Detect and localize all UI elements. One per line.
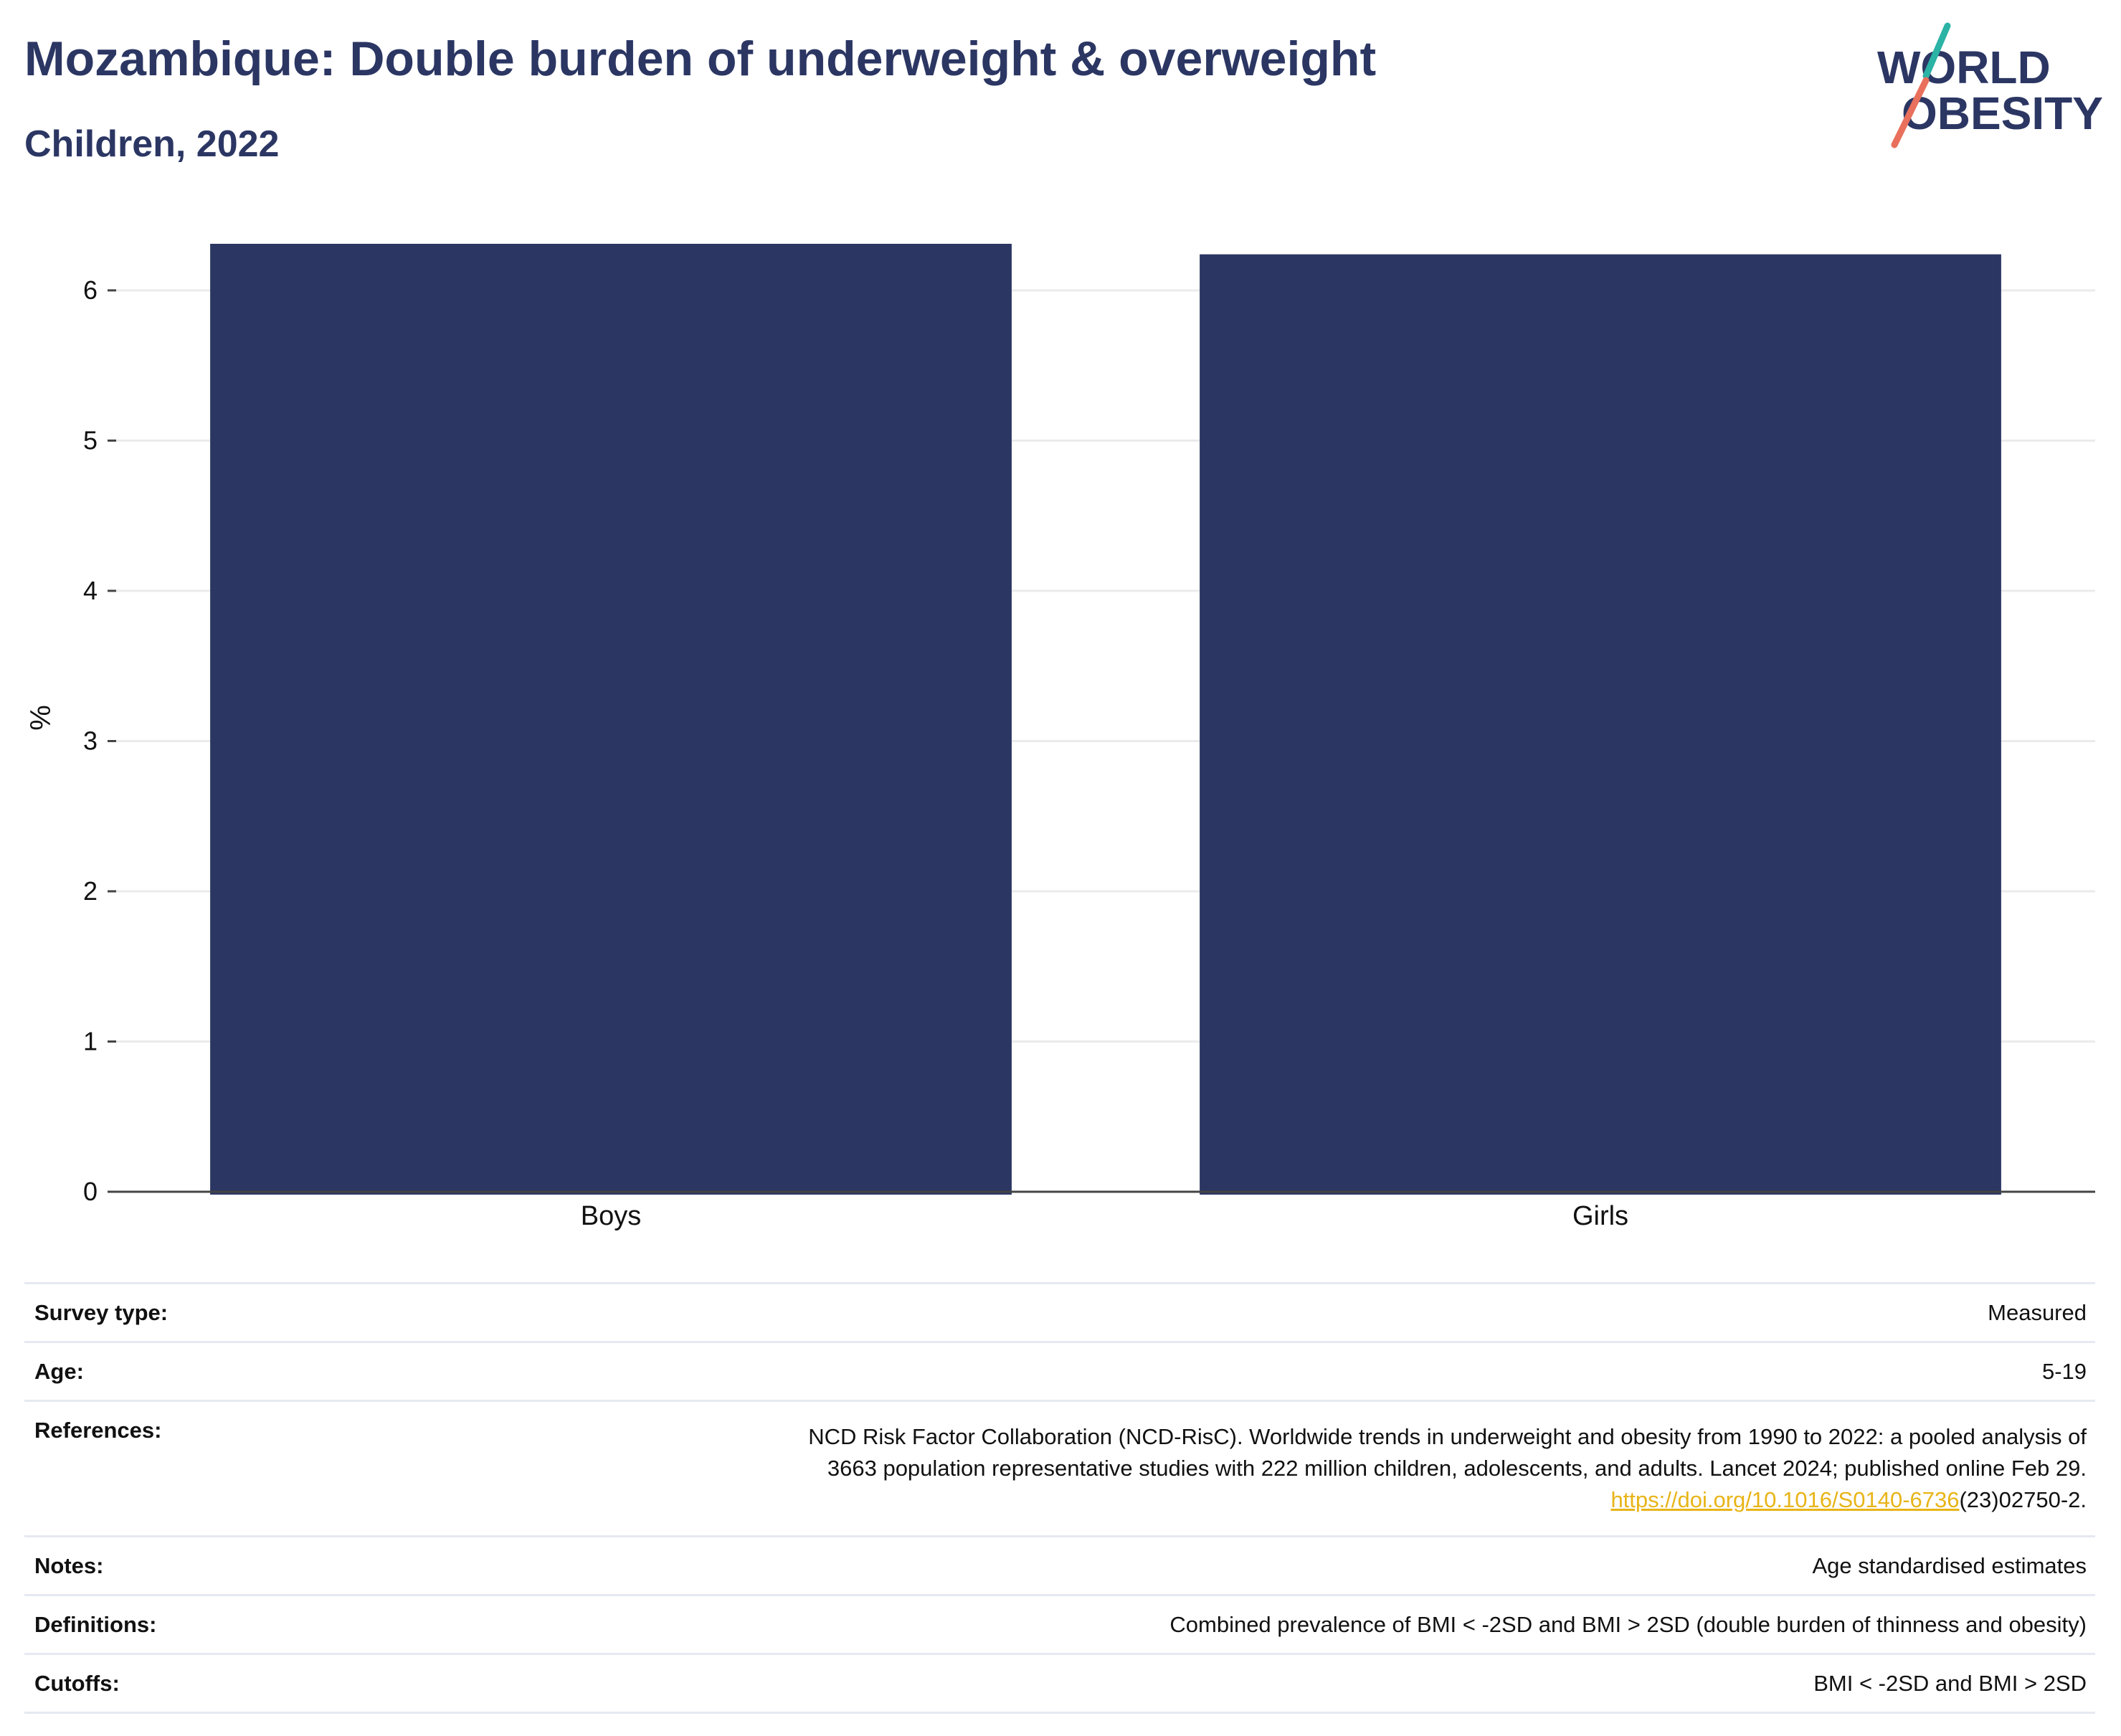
- y-tick-label: 0: [83, 1177, 98, 1206]
- y-tick-label: 3: [83, 726, 98, 755]
- meta-label: Cutoffs:: [24, 1653, 407, 1714]
- meta-value: Measured: [407, 1282, 2095, 1342]
- reference-line-1: NCD Risk Factor Collaboration (NCD-RisC)…: [808, 1424, 2087, 1449]
- meta-value: NCD Risk Factor Collaboration (NCD-RisC)…: [407, 1400, 2095, 1537]
- meta-label: Age:: [24, 1341, 407, 1401]
- meta-value: Combined prevalence of BMI < -2SD and BM…: [407, 1594, 2095, 1654]
- y-axis-title: %: [25, 705, 57, 731]
- meta-row-survey-type: Survey type: Measured: [24, 1282, 2095, 1342]
- reference-line-3: https://doi.org/10.1016/S0140-6736(23)02…: [417, 1484, 2087, 1516]
- meta-label: References:: [24, 1400, 407, 1537]
- meta-value: 5-19: [407, 1341, 2095, 1401]
- logo-line-obesity: OBESITY: [1902, 87, 2103, 139]
- page-title: Mozambique: Double burden of underweight…: [24, 32, 1377, 86]
- y-tick-label: 2: [83, 876, 98, 906]
- meta-row-references: References: NCD Risk Factor Collaboratio…: [24, 1400, 2095, 1537]
- bar-boys: [210, 244, 1012, 1195]
- logo-line-world: WORLD: [1877, 42, 2051, 93]
- y-tick-label: 6: [83, 275, 98, 305]
- reference-doi-tail: (23)02750-2.: [1959, 1487, 2087, 1512]
- meta-value: Age standardised estimates: [407, 1535, 2095, 1595]
- bar-chart: 0 1 2 3 4 5 6% Boys Girls: [25, 244, 2095, 1231]
- bar-girls: [1200, 254, 2001, 1195]
- x-tick-label: Boys: [581, 1201, 641, 1231]
- logo-teal-stroke: [1922, 22, 1951, 80]
- meta-label: Definitions:: [24, 1594, 407, 1654]
- logo-coral-stroke: [1891, 77, 1930, 148]
- y-tick-label: 4: [83, 576, 98, 605]
- y-tick-label: 5: [83, 425, 98, 455]
- meta-label: Notes:: [24, 1535, 407, 1595]
- meta-row-age: Age: 5-19: [24, 1341, 2095, 1401]
- reference-line-2: 3663 population representative studies w…: [827, 1456, 2087, 1481]
- meta-row-definitions: Definitions: Combined prevalence of BMI …: [24, 1594, 2095, 1654]
- meta-row-cutoffs: Cutoffs: BMI < -2SD and BMI > 2SD: [24, 1653, 2095, 1714]
- page-subtitle: Children, 2022: [24, 123, 280, 165]
- meta-value: BMI < -2SD and BMI > 2SD: [407, 1653, 2095, 1714]
- meta-row-notes: Notes: Age standardised estimates: [24, 1535, 2095, 1595]
- x-tick-label: Girls: [1572, 1201, 1628, 1231]
- world-obesity-logo[interactable]: WORLD OBESITY: [1864, 20, 2108, 156]
- metadata-table: Survey type: Measured Age: 5-19 Referenc…: [24, 1282, 2095, 1714]
- reference-doi-link[interactable]: https://doi.org/10.1016/S0140-6736: [1610, 1487, 1960, 1512]
- meta-label: Survey type:: [24, 1282, 407, 1342]
- y-tick-label: 1: [83, 1026, 98, 1056]
